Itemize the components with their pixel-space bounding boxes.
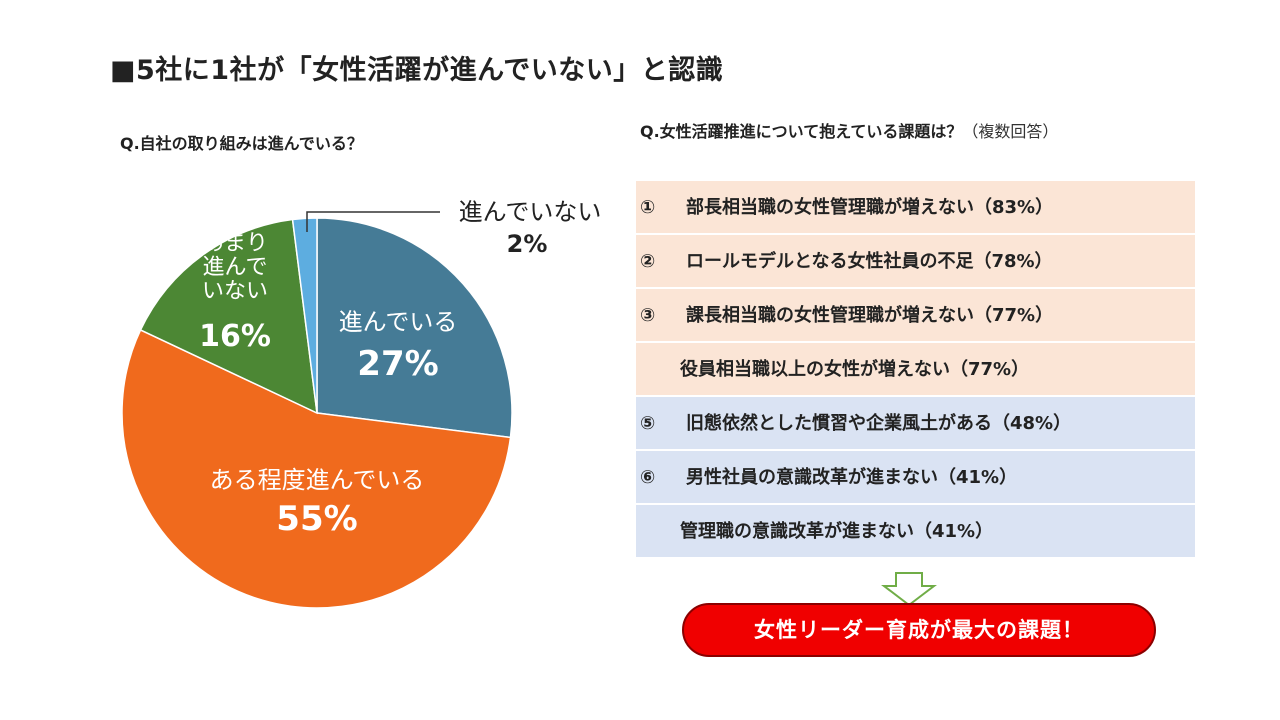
issue-row: 管理職の意識改革が進まない（41%）	[636, 505, 1195, 559]
slice-label-somewhat-advanced: ある程度進んでいる	[210, 466, 425, 494]
pie-slice-not-advanced	[291, 217, 318, 414]
issue-number: ⑥	[640, 467, 656, 488]
issue-text: 男性社員の意識改革が進まない（41%）	[686, 467, 1018, 488]
slice-value-advanced: 27%	[357, 344, 438, 384]
right-question-note: （複数回答）	[962, 122, 1059, 141]
issue-row: ① 部長相当職の女性管理職が増えない（83%）	[636, 181, 1195, 235]
slice-label-not-much-advanced: あまり	[202, 231, 268, 256]
issue-row: 役員相当職以上の女性が増えない（77%）	[636, 343, 1195, 397]
pie-slice-somewhat-advanced	[121, 328, 512, 609]
issues-list: ① 部長相当職の女性管理職が増えない（83%） ② ロールモデルとなる女性社員の不足（…	[636, 181, 1195, 559]
slice-label-advanced: 進んでいる	[339, 308, 458, 336]
issue-number: ③	[640, 305, 656, 326]
issue-row: ⑤ 旧態依然とした慣習や企業風土がある（48%）	[636, 397, 1195, 451]
conclusion-banner: 女性リーダー育成が最大の課題！	[682, 603, 1156, 657]
issue-row: ③ 課長相当職の女性管理職が増えない（77%）	[636, 289, 1195, 343]
right-question-text: Q.女性活躍推進について抱えている課題は？	[640, 122, 963, 141]
issue-text: 旧態依然とした慣習や企業風土がある（48%）	[686, 413, 1072, 434]
slice-label-not-much-advanced: いない	[202, 279, 268, 304]
issue-text: 部長相当職の女性管理職が増えない（83%）	[686, 197, 1054, 218]
issue-number: ②	[640, 251, 656, 272]
pie-slice-not-much-advanced	[139, 218, 318, 415]
slice-value-not-much-advanced: 16%	[199, 319, 271, 354]
issue-text: ロールモデルとなる女性社員の不足（78%）	[686, 251, 1053, 272]
issue-text: 管理職の意識改革が進まない（41%）	[680, 521, 994, 542]
left-question: Q.自社の取り組みは進んでいる？	[120, 134, 363, 153]
issue-text: 役員相当職以上の女性が増えない（77%）	[680, 359, 1030, 380]
leader-line	[306, 211, 440, 232]
slice-value-somewhat-advanced: 55%	[276, 499, 357, 539]
slice-label-not-much-advanced: 進んで	[203, 255, 268, 280]
issue-number: ①	[640, 197, 656, 218]
issue-number: ⑤	[640, 413, 656, 434]
issue-text: 課長相当職の女性管理職が増えない（77%）	[686, 305, 1054, 326]
pie-slice-advanced	[316, 217, 513, 439]
right-question: Q.女性活躍推進について抱えている課題は？（複数回答）	[640, 118, 1058, 142]
slice-label-not-advanced: 進んでいない	[459, 198, 602, 226]
down-arrow-icon	[881, 572, 937, 607]
page-title: ■5社に1社が「女性活躍が進んでいない」と認識	[110, 55, 724, 86]
slice-value-not-advanced: 2%	[507, 230, 548, 258]
issue-row: ⑥ 男性社員の意識改革が進まない（41%）	[636, 451, 1195, 505]
issue-row: ② ロールモデルとなる女性社員の不足（78%）	[636, 235, 1195, 289]
